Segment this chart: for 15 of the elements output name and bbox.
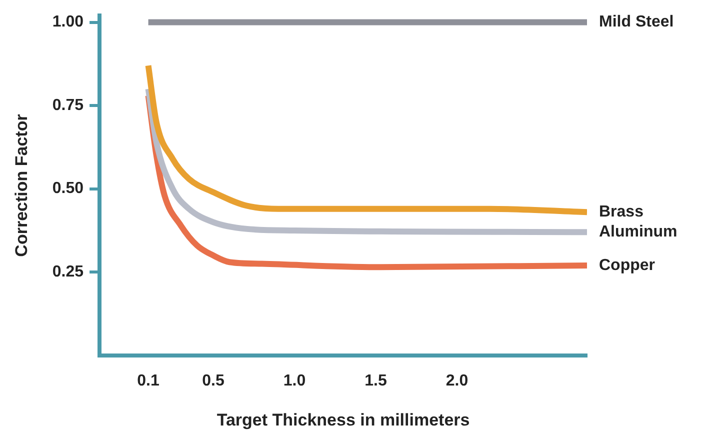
y-tick-label: 0.75 [52, 96, 84, 114]
series-label: Aluminum [599, 224, 678, 241]
y-axis-title: Correction Factor [12, 114, 31, 257]
y-tick-label: 0.25 [52, 264, 84, 281]
x-tick-label: 1.5 [364, 372, 387, 390]
series-label: Brass [599, 204, 644, 221]
series-label: Mild Steel [599, 14, 674, 31]
y-tick-label: 1.00 [52, 14, 84, 31]
x-axis-title: Target Thickness in millimeters [216, 410, 470, 430]
x-tick-label: 0.5 [202, 372, 224, 390]
y-tick-label: 0.50 [52, 180, 84, 198]
x-tick-label: 1.0 [283, 372, 306, 390]
series-label: Copper [599, 256, 655, 274]
x-tick-label: 0.1 [137, 372, 160, 390]
x-tick-label: 2.0 [446, 372, 468, 390]
